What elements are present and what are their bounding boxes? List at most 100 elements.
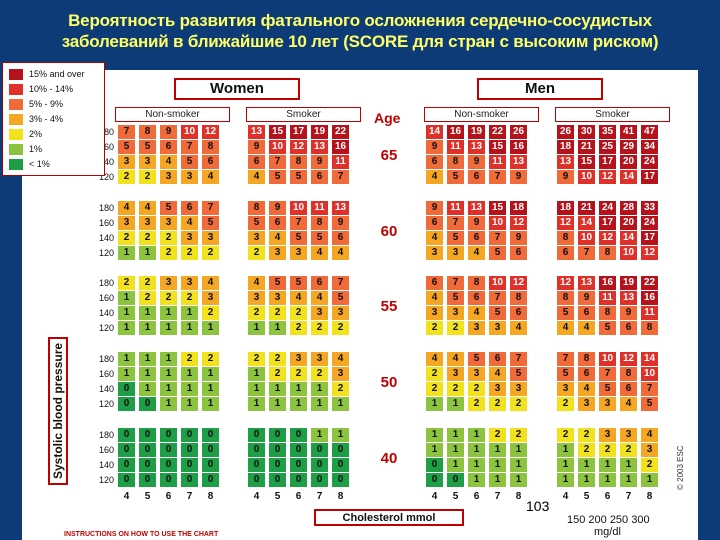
heatmap-cell: 8 [447, 155, 464, 169]
heatmap-cell: 10 [489, 276, 506, 290]
heatmap-cell: 19 [468, 125, 485, 139]
heatmap-cell: 9 [620, 306, 637, 320]
heatmap-cell: 4 [489, 367, 506, 381]
heatmap-cell: 2 [290, 321, 307, 335]
instructions-link[interactable]: INSTRUCTIONS ON HOW TO USE THE CHART [64, 531, 219, 538]
heatmap-cell: 22 [332, 125, 349, 139]
heatmap-cell: 3 [248, 231, 265, 245]
heatmap-cell: 15 [489, 201, 506, 215]
cholesterol-tick-label: 7 [625, 491, 632, 502]
heatmap-cell: 2 [332, 382, 349, 396]
heatmap-cell: 20 [620, 155, 637, 169]
heatmap-cell: 3 [139, 216, 156, 230]
cholesterol-tick-label: 4 [431, 491, 438, 502]
legend-swatch [9, 144, 23, 155]
cholesterol-tick-label: 4 [123, 491, 130, 502]
legend-swatch [9, 159, 23, 170]
heatmap-cell: 0 [290, 458, 307, 472]
legend-label: 15% and over [29, 69, 85, 79]
heatmap-cell: 3 [269, 246, 286, 260]
heatmap-cell: 0 [160, 473, 177, 487]
women-header: Women [174, 78, 300, 100]
heatmap-cell: 3 [160, 170, 177, 184]
heatmap-cell: 1 [426, 443, 443, 457]
heatmap-cell: 3 [620, 428, 637, 442]
heatmap-cell: 20 [620, 216, 637, 230]
heatmap-cell: 2 [139, 291, 156, 305]
heatmap-cell: 3 [290, 246, 307, 260]
heatmap-cell: 1 [181, 306, 198, 320]
heatmap-cell: 3 [447, 246, 464, 260]
heatmap-cell: 13 [557, 155, 574, 169]
heatmap-cell: 6 [426, 276, 443, 290]
heatmap-cell: 16 [641, 291, 658, 305]
women-smoker-header: Smoker [246, 107, 361, 122]
heatmap-cell: 16 [599, 276, 616, 290]
sbp-tick-label: 160 [98, 293, 114, 303]
heatmap-cell: 5 [311, 231, 328, 245]
heatmap-cell: 9 [578, 291, 595, 305]
heatmap-cell: 0 [160, 458, 177, 472]
heatmap-cell: 4 [620, 397, 637, 411]
heatmap-cell: 12 [202, 125, 219, 139]
heatmap-cell: 13 [311, 140, 328, 154]
cholesterol-tick-label: 6 [604, 491, 611, 502]
heatmap-cell: 1 [139, 367, 156, 381]
heatmap-cell: 2 [447, 382, 464, 396]
heatmap-cell: 1 [248, 321, 265, 335]
heatmap-cell: 9 [510, 170, 527, 184]
heatmap-cell: 1 [578, 458, 595, 472]
heatmap-cell: 10 [269, 140, 286, 154]
heatmap-cell: 4 [468, 306, 485, 320]
heatmap-cell: 2 [468, 382, 485, 396]
heatmap-cell: 6 [269, 216, 286, 230]
sbp-tick-label: 160 [98, 369, 114, 379]
heatmap-cell: 1 [248, 397, 265, 411]
heatmap-cell: 9 [426, 201, 443, 215]
heatmap-cell: 26 [510, 125, 527, 139]
sbp-tick-label: 180 [98, 127, 114, 137]
heatmap-cell: 2 [426, 367, 443, 381]
heatmap-cell: 12 [620, 352, 637, 366]
heatmap-cell: 11 [332, 155, 349, 169]
sbp-tick-label: 160 [98, 218, 114, 228]
heatmap-cell: 3 [311, 352, 328, 366]
heatmap-cell: 1 [447, 458, 464, 472]
heatmap-cell: 9 [426, 140, 443, 154]
heatmap-cell: 6 [426, 155, 443, 169]
heatmap-cell: 9 [160, 125, 177, 139]
sbp-tick-label: 160 [98, 445, 114, 455]
heatmap-cell: 2 [426, 382, 443, 396]
legend-label: < 1% [29, 159, 50, 169]
heatmap-cell: 7 [290, 216, 307, 230]
heatmap-cell: 8 [578, 352, 595, 366]
heatmap-cell: 6 [160, 140, 177, 154]
heatmap-cell: 0 [160, 443, 177, 457]
cholesterol-tick-label: 5 [452, 491, 459, 502]
cholesterol-tick-label: 5 [583, 491, 590, 502]
heatmap-cell: 0 [118, 428, 135, 442]
heatmap-cell: 0 [118, 443, 135, 457]
heatmap-cell: 2 [447, 321, 464, 335]
sbp-tick-label: 120 [98, 248, 114, 258]
heatmap-cell: 1 [620, 473, 637, 487]
heatmap-cell: 0 [202, 443, 219, 457]
sbp-tick-label: 180 [98, 278, 114, 288]
heatmap-cell: 8 [510, 291, 527, 305]
heatmap-cell: 0 [290, 473, 307, 487]
heatmap-cell: 0 [447, 473, 464, 487]
sbp-tick-label: 140 [98, 157, 114, 167]
heatmap-cell: 0 [290, 443, 307, 457]
heatmap-cell: 8 [311, 216, 328, 230]
heatmap-cell: 13 [332, 201, 349, 215]
heatmap-cell: 8 [202, 140, 219, 154]
heatmap-cell: 0 [311, 443, 328, 457]
heatmap-cell: 0 [248, 428, 265, 442]
page-number: 103 [526, 498, 550, 514]
heatmap-cell: 0 [311, 473, 328, 487]
heatmap-cell: 5 [202, 216, 219, 230]
heatmap-cell: 5 [447, 231, 464, 245]
heatmap-cell: 12 [599, 170, 616, 184]
heatmap-cell: 1 [620, 458, 637, 472]
heatmap-cell: 13 [510, 155, 527, 169]
